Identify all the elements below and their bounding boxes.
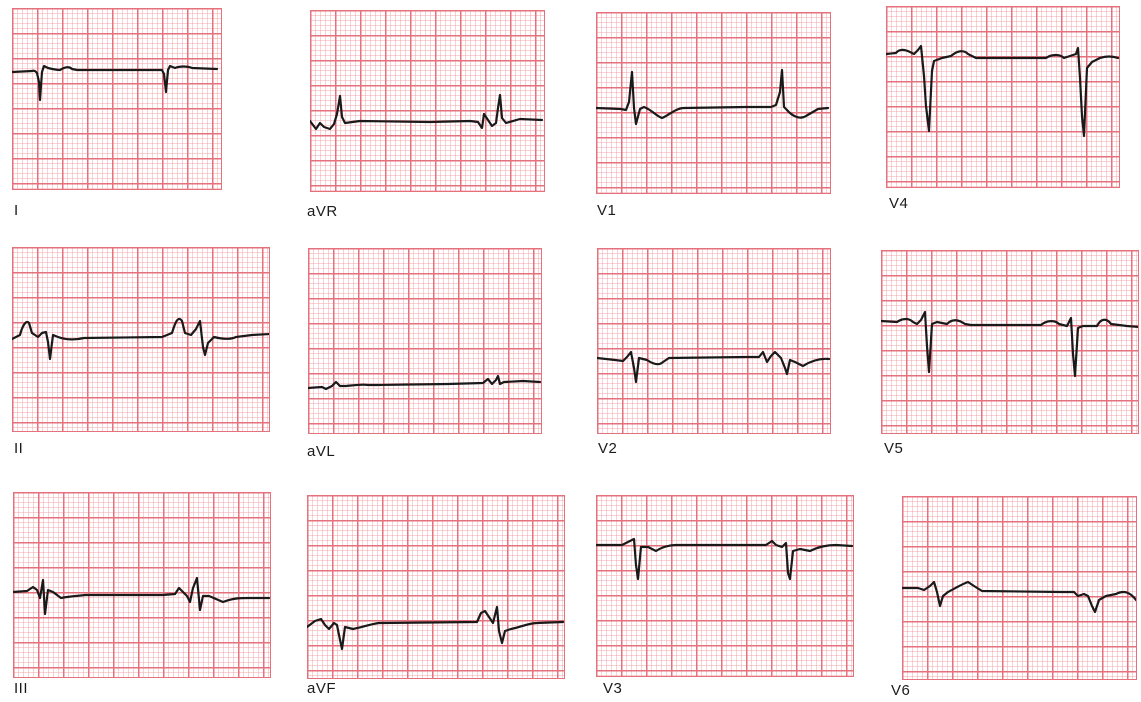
lead-label-v6: V6 bbox=[891, 682, 911, 699]
lead-label-v4: V4 bbox=[889, 195, 909, 212]
ecg-trace-iii bbox=[13, 576, 270, 616]
ecg-strip-avl bbox=[308, 248, 542, 434]
ecg-trace-i bbox=[12, 64, 219, 102]
ecg-strip-v4 bbox=[886, 6, 1120, 188]
ecg-strip-iii bbox=[13, 492, 271, 678]
ecg-trace-avf bbox=[307, 605, 564, 651]
ecg-trace-v2 bbox=[597, 350, 830, 384]
lead-label-v3: V3 bbox=[603, 680, 623, 697]
lead-label-iii: III bbox=[14, 680, 29, 697]
ecg-strip-i bbox=[12, 8, 222, 190]
ecg-strip-v6 bbox=[902, 496, 1137, 680]
ecg-trace-v4 bbox=[886, 44, 1119, 138]
ecg-strip-v2 bbox=[597, 248, 831, 434]
ecg-trace-v5 bbox=[881, 310, 1138, 378]
ecg-strip-avr bbox=[310, 10, 545, 192]
ecg-strip-v3 bbox=[596, 495, 854, 677]
ecg-trace-v6 bbox=[902, 580, 1136, 614]
ecg-strip-v5 bbox=[881, 250, 1139, 434]
lead-label-v5: V5 bbox=[884, 440, 904, 457]
ecg-trace-avr bbox=[310, 93, 544, 131]
lead-label-avf: aVF bbox=[307, 680, 337, 697]
lead-label-avl: aVL bbox=[307, 443, 336, 460]
lead-label-v1: V1 bbox=[597, 202, 617, 219]
ecg-trace-v1 bbox=[596, 68, 830, 126]
lead-label-ii: II bbox=[14, 440, 24, 457]
ecg-strip-ii bbox=[12, 247, 270, 432]
lead-label-avr: aVR bbox=[307, 203, 338, 220]
lead-label-v2: V2 bbox=[598, 440, 618, 457]
ecg-trace-v3 bbox=[596, 537, 853, 581]
ecg-strip-v1 bbox=[596, 12, 831, 194]
ecg-strip-avf bbox=[307, 495, 565, 679]
lead-label-i: I bbox=[14, 202, 19, 219]
ecg-trace-ii bbox=[12, 317, 269, 361]
ecg-trace-avl bbox=[308, 374, 541, 391]
